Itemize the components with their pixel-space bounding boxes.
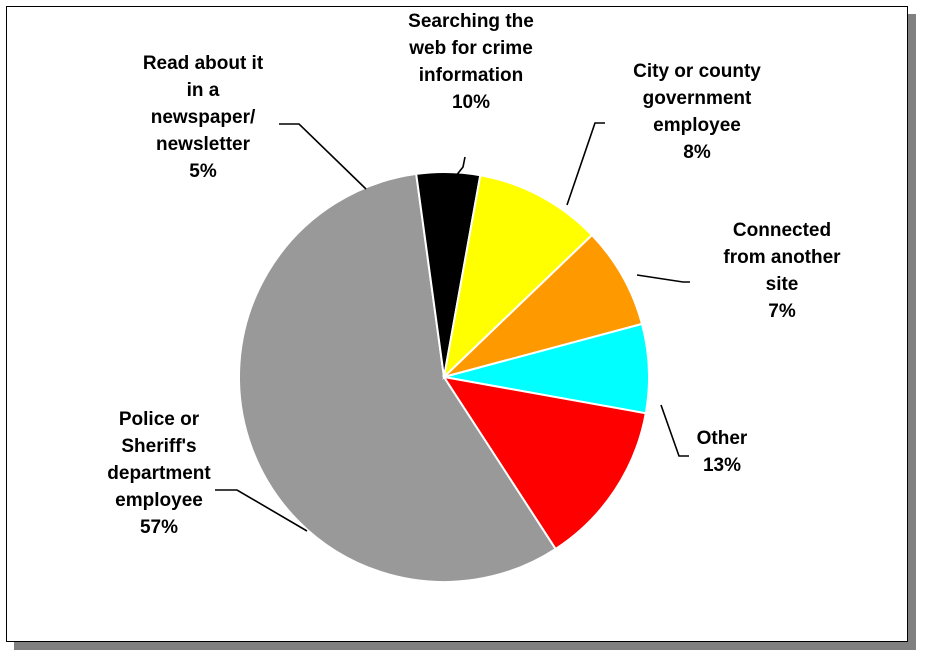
slice-percent-government: 8% [683,142,711,163]
pie-slice-web [442,174,594,380]
slice-label-line: employee [653,115,741,136]
slice-label-line: from another [723,247,841,268]
slice-percent-police: 57% [140,517,178,538]
slice-label-another-site: Connected from another site 7% [723,220,841,322]
slice-label-other: Other 13% [697,428,748,476]
slice-label-line: department [107,463,211,484]
leader-lines [215,122,690,532]
slice-label-line: employee [115,490,203,511]
slice-label-line: Other [697,428,748,449]
pie-slice-government [443,233,644,378]
leader-line-police [215,489,308,532]
pie-chart: Police or Sheriff's department employee 57% R… [107,11,841,584]
slice-labels: Police or Sheriff's department employee 57% R… [107,11,841,538]
slice-label-line: site [766,274,799,295]
slice-percent-web: 10% [452,92,490,113]
slice-label-line: government [643,88,752,109]
slice-label-line: in a [187,80,220,101]
leader-line-web [454,156,466,178]
leader-line-other [660,404,689,457]
leader-line-newspaper [279,123,367,190]
slice-label-line: Connected [733,220,831,241]
slice-label-line: newspaper/ [151,107,256,128]
leader-line-another-site [636,274,690,283]
pie-slice-other [441,375,647,551]
slice-label-line: newsletter [156,134,251,155]
slice-label-line: Sheriff's [121,436,196,457]
slice-percent-newspaper: 5% [189,161,217,182]
slice-percent-another-site: 7% [768,301,796,322]
pie-slices [238,171,650,584]
slice-label-web: Searching the web for crime information 10% [408,11,534,113]
chart-frame: Police or Sheriff's department employee 57% R… [6,6,908,642]
slice-label-line: Police or [119,409,200,430]
leader-line-government [566,122,605,206]
slice-label-police: Police or Sheriff's department employee 57% [107,409,211,538]
slice-label-newspaper: Read about it in a newspaper/newsletter 5% [143,53,264,182]
slice-label-line: information [419,65,524,86]
pie-slice-police [238,172,558,584]
slice-label-government: City or county government employee 8% [633,61,761,163]
slice-label-line: City or county [633,61,761,82]
slice-label-line: Searching the [408,11,534,32]
slice-percent-other: 13% [703,455,741,476]
slice-label-line: Read about it [143,53,264,74]
slice-label-line: web for crime [408,38,533,59]
